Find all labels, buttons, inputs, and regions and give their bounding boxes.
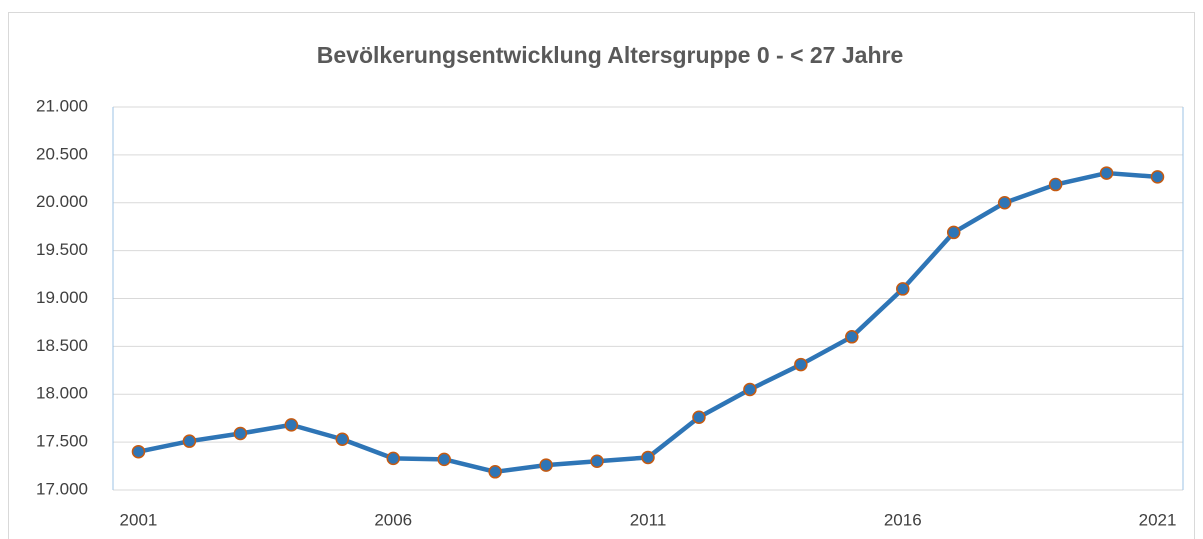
y-tick-label: 18.000 [36,384,88,403]
data-point [131,444,146,459]
data-point [997,196,1012,210]
x-tick-label: 2011 [630,510,667,529]
data-point [743,382,757,397]
data-point [386,451,400,466]
data-point [590,454,604,469]
data-point [233,426,248,441]
y-tick-label: 20.000 [36,192,88,211]
data-point [1099,166,1114,180]
y-tick-label: 18.500 [36,336,88,355]
y-tick-label: 20.500 [36,144,88,163]
data-point [182,434,197,448]
data-point [641,450,655,465]
data-point [335,432,350,447]
chart-title: Bevölkerungsentwicklung Altersgruppe 0 -… [317,42,903,68]
data-point [437,452,451,467]
data-point [539,458,553,472]
x-tick-label: 2021 [1139,510,1177,529]
y-tick-label: 21.000 [36,96,88,115]
x-tick-label: 2001 [120,510,158,529]
y-tick-label: 19.000 [36,288,88,307]
data-point [692,410,706,424]
y-tick-label: 17.500 [36,432,88,451]
chart-border [8,12,1195,539]
data-point [1150,170,1165,184]
data-point [794,357,808,372]
data-point [845,330,859,344]
data-point [896,282,910,296]
data-point [946,225,961,240]
data-point [284,418,299,432]
x-tick-label: 2006 [374,510,412,529]
y-tick-label: 19.500 [36,240,88,259]
y-tick-label: 17.000 [36,479,88,498]
x-tick-label: 2016 [884,510,922,529]
data-point [1048,177,1063,192]
data-point [488,465,502,479]
